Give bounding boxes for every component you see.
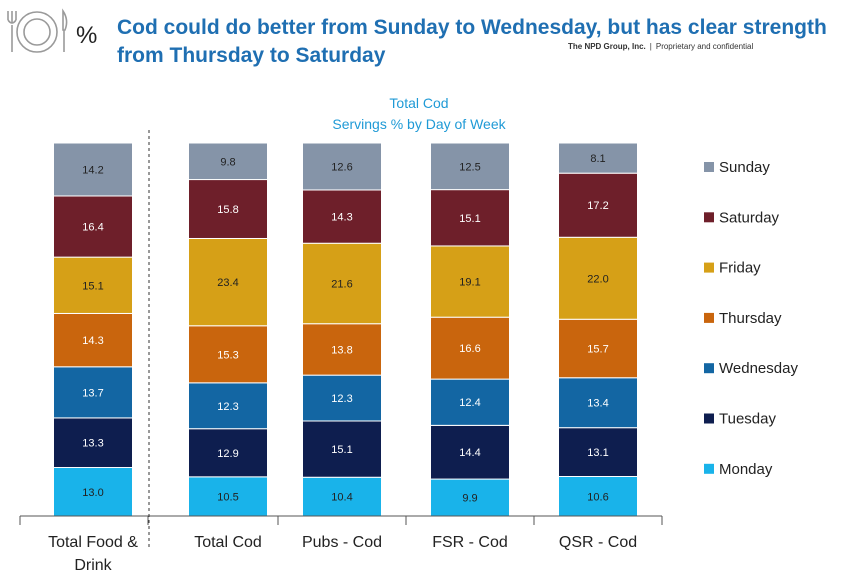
data-label: 15.7	[587, 344, 608, 356]
legend-swatch-thursday	[704, 312, 714, 323]
bar-segment	[188, 428, 268, 478]
x-tick-label: Total Food & Drink	[48, 534, 138, 574]
bar-segment	[53, 467, 133, 517]
source-confidentiality: Proprietary and confidential	[655, 42, 754, 51]
data-label: 15.1	[459, 213, 480, 225]
legend-swatch-tuesday	[704, 413, 714, 424]
bar-segment	[558, 142, 638, 174]
data-label: 14.4	[459, 447, 480, 459]
data-label: 10.6	[587, 491, 608, 503]
data-label: 21.6	[331, 278, 352, 290]
data-label: 16.4	[82, 222, 103, 234]
bar-segment	[302, 189, 382, 244]
legend-swatch-wednesday	[704, 363, 714, 374]
data-label: 12.3	[331, 393, 352, 405]
bar-segment	[53, 417, 133, 469]
legend-label-sunday: Sunday	[719, 159, 770, 176]
data-label: 15.1	[82, 280, 103, 292]
bar-segment	[302, 242, 382, 325]
legend-swatch-monday	[704, 463, 714, 474]
data-label: 12.5	[459, 161, 480, 173]
plate-with-cutlery-icon	[7, 8, 68, 53]
data-label: 9.9	[462, 493, 477, 505]
x-tick-label: Total Cod	[194, 534, 262, 551]
bar-segment	[188, 179, 268, 239]
bar-segment	[188, 237, 268, 327]
data-label: 13.1	[587, 447, 608, 459]
bar-segment	[430, 189, 510, 247]
legend-swatch-friday	[704, 262, 714, 273]
bar-segment	[53, 195, 133, 258]
bar-segment	[302, 323, 382, 376]
x-tick-label: QSR - Cod	[559, 534, 637, 551]
data-label: 9.8	[220, 156, 235, 168]
bar-segment	[188, 476, 268, 517]
data-label: 13.7	[82, 387, 103, 399]
data-label: 12.4	[459, 397, 480, 409]
bar-segment	[188, 382, 268, 430]
bar-segment	[430, 424, 510, 480]
data-label: 13.8	[331, 344, 352, 356]
percent-symbol: %	[76, 22, 98, 49]
page-title: Cod could do better from Sunday to Wedne…	[117, 16, 827, 67]
bar-segment	[302, 142, 382, 191]
bars-group: 13.0 13.3 13.7 14.3 15.1 16.4 14.2 10.5 12.9 12.3…	[53, 142, 638, 517]
source-separator: |	[649, 42, 652, 51]
data-label: 15.1	[331, 444, 352, 456]
x-axis: Total Food & Drink Total Cod Pubs - Cod FSR …	[19, 130, 663, 574]
legend-label-friday: Friday	[719, 260, 761, 277]
source-company: The NPD Group, Inc.	[568, 42, 646, 51]
bar-segment	[302, 420, 382, 478]
bar-segment	[188, 325, 268, 384]
legend-label-monday: Monday	[719, 461, 773, 478]
data-label: 23.4	[217, 277, 238, 289]
bar-segment	[53, 366, 133, 419]
bar-segment	[53, 142, 133, 197]
data-label: 22.0	[587, 273, 608, 285]
data-label: 14.3	[331, 212, 352, 224]
data-label: 16.6	[459, 343, 480, 355]
bar-segment	[430, 245, 510, 318]
data-label: 13.0	[82, 487, 103, 499]
bar-segment	[430, 142, 510, 191]
data-label: 15.8	[217, 204, 238, 216]
bar-segment	[53, 312, 133, 368]
legend: Sunday Saturday Friday Thursday Wednesday Tue…	[704, 159, 798, 478]
data-label: 14.2	[82, 164, 103, 176]
legend-swatch-sunday	[704, 162, 714, 172]
data-label: 17.2	[587, 200, 608, 212]
bar-segment	[558, 236, 638, 320]
data-label: 19.1	[459, 277, 480, 289]
data-label: 12.3	[217, 401, 238, 413]
bar-segment	[558, 318, 638, 379]
source-note: The NPD Group, Inc. | Proprietary and conf…	[568, 42, 753, 51]
bar-segment	[558, 172, 638, 238]
data-label: 15.3	[217, 349, 238, 361]
legend-swatch-saturday	[704, 212, 714, 223]
data-label: 13.3	[82, 438, 103, 450]
chart-subtitle: Servings % by Day of Week	[332, 116, 506, 132]
x-tick-label: Pubs - Cod	[302, 534, 382, 551]
data-label: 10.4	[331, 492, 352, 504]
bar-segment	[302, 476, 382, 517]
bar-segment	[302, 374, 382, 422]
data-label: 12.9	[217, 448, 238, 460]
bar-segment	[188, 142, 268, 181]
legend-label-wednesday: Wednesday	[719, 360, 798, 377]
chart-title: Total Cod	[389, 95, 448, 111]
data-label: 14.3	[82, 335, 103, 347]
legend-label-tuesday: Tuesday	[719, 411, 776, 428]
data-label: 8.1	[590, 153, 605, 165]
data-label: 10.5	[217, 491, 238, 503]
x-tick-label: FSR - Cod	[432, 534, 508, 551]
data-label: 13.4	[587, 398, 608, 410]
bar-segment	[53, 256, 133, 314]
data-label: 12.6	[331, 161, 352, 173]
legend-label-thursday: Thursday	[719, 310, 782, 327]
legend-label-saturday: Saturday	[719, 209, 780, 226]
